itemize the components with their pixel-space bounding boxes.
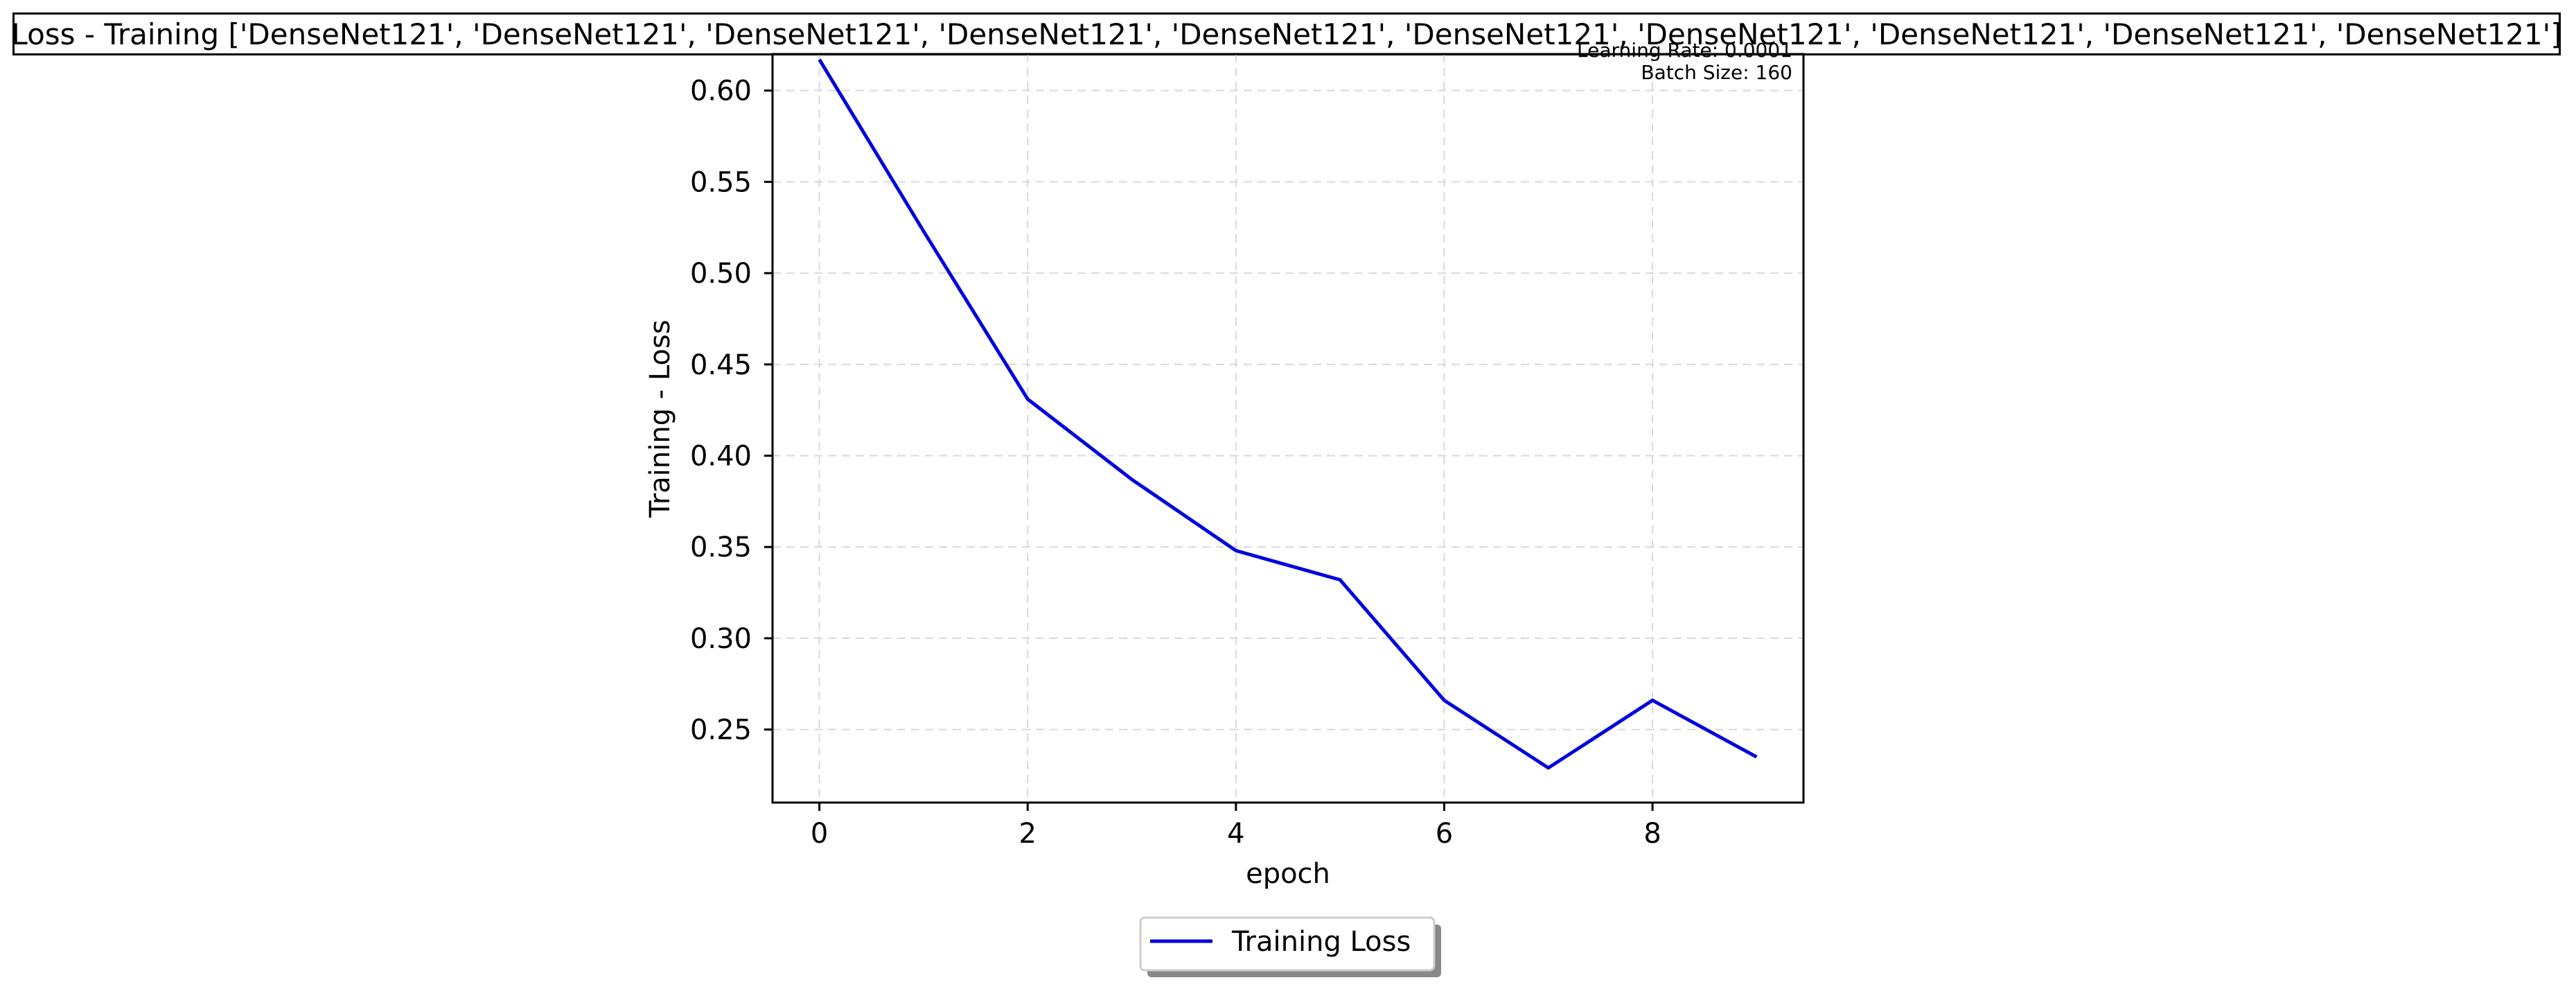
- plot-frame: [771, 53, 1805, 804]
- legend-label: Training Loss: [1231, 926, 1411, 958]
- y-axis-ticks: 0.25 0.30 0.35 0.40 0.45 0.50 0.55 0.60: [690, 76, 773, 746]
- y-axis-label: Training - Loss: [644, 320, 676, 518]
- series-layer: [818, 58, 1758, 770]
- annotation-learning-rate: Learning Rate: 0.0001: [1577, 39, 1792, 62]
- y-tick-label: 0.45: [690, 349, 752, 381]
- grid: [773, 54, 1803, 803]
- y-tick-label: 0.35: [690, 532, 752, 563]
- chart-title-box: Loss - Training ['DenseNet121', 'DenseNe…: [11, 12, 2562, 55]
- x-axis-ticks: 0 2 4 6 8: [811, 803, 1661, 850]
- series-line-training-loss: [818, 58, 1758, 770]
- y-tick-label: 0.30: [690, 623, 752, 655]
- x-axis-label: epoch: [1246, 858, 1330, 890]
- x-tick-label: 8: [1643, 818, 1661, 850]
- chart-title: Loss - Training ['DenseNet121', 'DenseNe…: [11, 17, 2562, 51]
- y-tick-label: 0.25: [690, 715, 752, 746]
- y-tick-label: 0.50: [690, 258, 752, 290]
- x-tick-label: 4: [1227, 818, 1244, 850]
- legend[interactable]: Training Loss: [1139, 916, 1441, 977]
- y-tick-label: 0.60: [690, 76, 752, 107]
- x-tick-label: 2: [1019, 818, 1036, 850]
- x-tick-label: 0: [811, 818, 828, 850]
- x-tick-label: 6: [1436, 818, 1453, 850]
- annotation-batch-size: Batch Size: 160: [1641, 61, 1792, 84]
- y-tick-label: 0.55: [690, 166, 752, 198]
- legend-box: [1139, 916, 1436, 972]
- y-tick-label: 0.40: [690, 441, 752, 473]
